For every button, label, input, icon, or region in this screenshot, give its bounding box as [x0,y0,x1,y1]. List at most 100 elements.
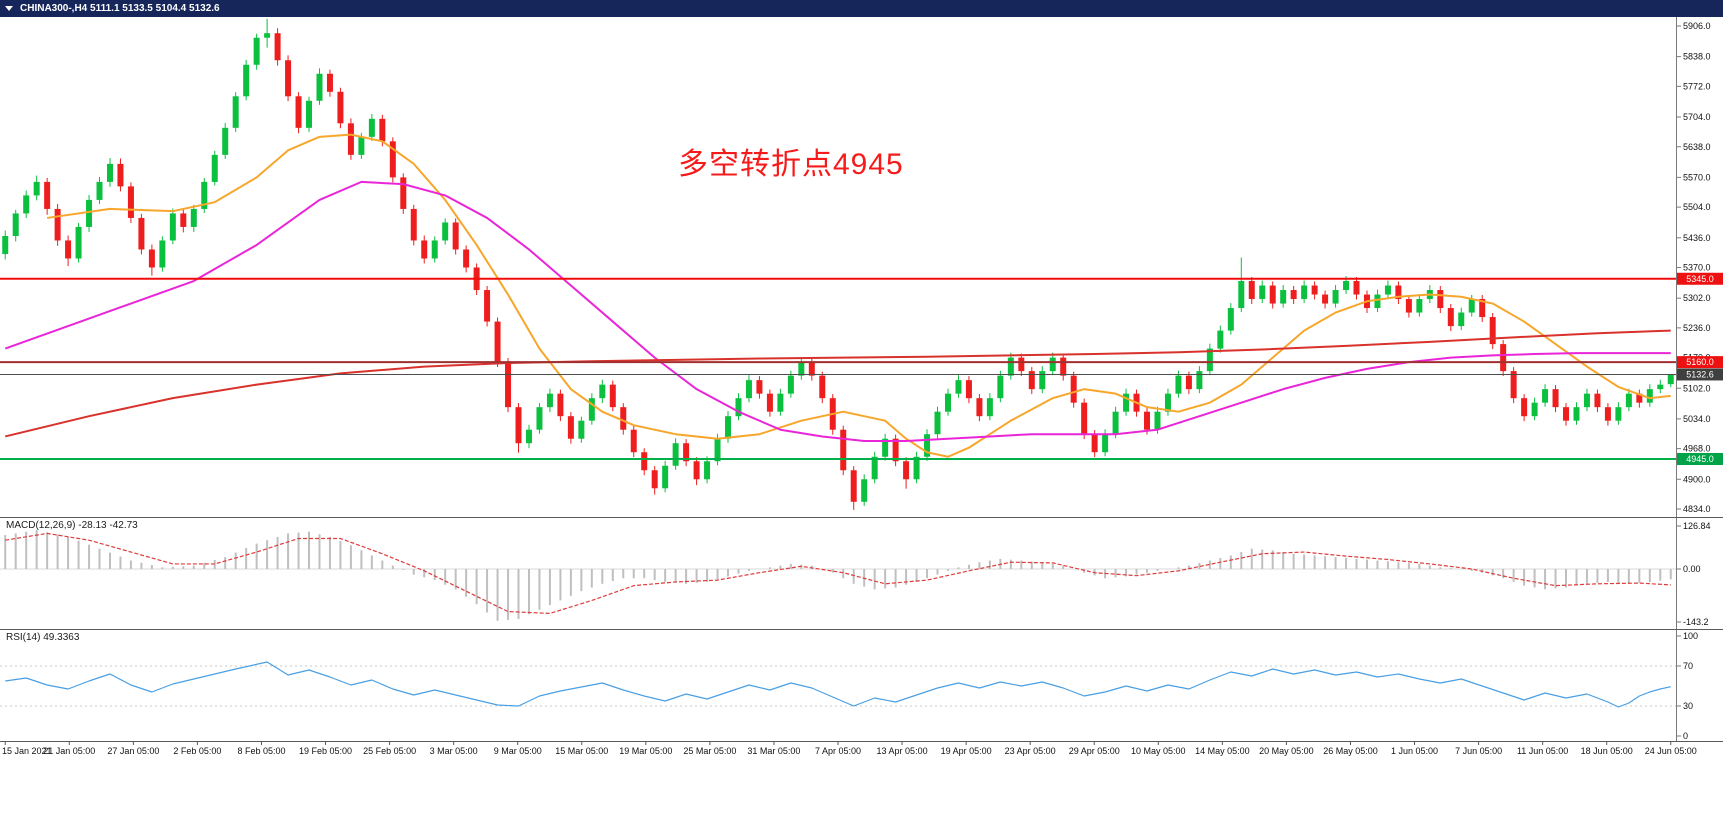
candle-body-down [641,452,648,471]
candle-body-up [169,213,176,241]
candle-body-down [1563,407,1570,421]
candle-body-up [1646,389,1653,403]
candle-body-down [1479,299,1486,318]
candle-body-up [745,380,752,399]
candle-body-down [1091,434,1098,453]
candle-body-down [285,60,292,97]
price-axis-label: 5838.0 [1683,52,1711,62]
candle-body-down [117,163,124,187]
candle-body-down [651,470,658,489]
candle-body-up [672,443,679,466]
candle-body-up [924,434,931,457]
candle-body-up [725,416,732,439]
candle-body-up [1468,299,1475,313]
bull-bear-annotation[interactable]: 多空转折点4945 [678,148,904,181]
candle-body-up [986,398,993,417]
candle-body-up [1374,294,1381,309]
time-axis-label: 7 Jun 05:00 [1455,746,1502,756]
candle-body-down [840,429,847,471]
candle-body-up [525,429,532,444]
price-axis-label: 4834.0 [1683,504,1711,514]
time-axis-label: 18 Jun 05:00 [1581,746,1633,756]
candle-body-down [326,73,333,92]
time-axis-label: 21 Jan 05:00 [43,746,95,756]
price-axis-label: 5370.0 [1683,263,1711,273]
candle-body-up [944,393,951,412]
candle-body-up [1542,389,1549,403]
time-axis-label: 15 Jan 2021 [2,746,52,756]
price-badge [1677,368,1723,381]
price-axis-label: 5236.0 [1683,323,1711,333]
price-axis-label: 5302.0 [1683,293,1711,303]
candle-body-down [1437,290,1444,309]
candle-body-up [75,226,82,259]
rsi-axis-label: 100 [1683,631,1698,641]
candle-body-up [546,393,553,408]
candle-body-down [44,181,51,209]
candle-body-down [683,443,690,462]
candle-body-down [567,416,574,439]
candle-body-down [1144,411,1151,430]
candle-body-down [1353,281,1360,295]
candle-body-down [1248,281,1255,300]
candle-body-up [1175,375,1182,394]
candle-body-up [232,96,239,128]
candle-body-down [1489,317,1496,345]
time-axis-label: 23 Apr 05:00 [1005,746,1056,756]
symbol-dropdown-icon[interactable] [5,6,13,11]
candle-body-down [1594,393,1601,408]
price-axis-label: 5638.0 [1683,142,1711,152]
candle-body-down [630,429,637,453]
candle-body-up [316,73,323,101]
price-badge-label: 4945.0 [1686,454,1714,464]
candle-body-up [1657,384,1664,390]
candle-body-down [1447,308,1454,327]
candle-body-up [86,199,93,227]
candle-body-up [536,407,543,430]
candle-body-up [1123,393,1130,412]
price-axis-label: 5906.0 [1683,21,1711,31]
candle-body-up [934,411,941,435]
candle-body-down [892,438,899,462]
rsi-axis-label: 30 [1683,701,1693,711]
candle-body-up [201,181,208,209]
candle-body-down [1552,389,1559,408]
candle-body-down [337,91,344,124]
candle-body-down [808,362,815,376]
price-badge [1677,272,1723,285]
candle-body-up [368,118,375,137]
candle-body-up [96,181,103,200]
candle-body-down [609,384,616,408]
macd-panel: MACD(12,26,9) -28.13 -42.73 126.84 0.00 -1… [0,517,1723,629]
macd-indicator-label: MACD(12,26,9) -28.13 -42.73 [6,520,138,531]
medium-magenta-ma-line[interactable] [4,180,1671,442]
candle-body-up [1007,357,1014,376]
candle-body-down [903,461,910,480]
macd-signal-line [5,532,1671,615]
candle-body-down [1290,290,1297,300]
slow-red-ma-line[interactable] [5,329,1671,438]
time-axis: 15 Jan 2021 21 Jan 05:00 27 Jan 05:00 2 Feb… [0,741,1723,758]
rsi-canvas[interactable]: 100 70 30 0 [0,630,1723,741]
candle-body-down [965,380,972,399]
candle-body-down [850,470,857,502]
candle-body-up [106,163,113,182]
fast-orange-ma-line[interactable] [46,133,1671,458]
candle-body-up [1615,407,1622,421]
candle-body-up [578,420,585,439]
candle-body-up [1332,290,1339,304]
price-badge [1677,356,1723,369]
time-axis-label: 31 Mar 05:00 [747,746,800,756]
candle-body-down [410,208,417,241]
candle-body-down [138,217,145,250]
candle-body-up [798,362,805,376]
candle-body-down [1521,398,1528,417]
candle-body-down [1604,407,1611,421]
price-chart-canvas[interactable]: 5906.0 5838.0 5772.0 5704.0 5638.0 5570.0 5504… [0,17,1723,517]
candle-body-up [1416,299,1423,313]
candle-body-down [1405,299,1412,313]
candle-body-up [1112,411,1119,435]
macd-canvas[interactable]: 126.84 0.00 -143.2 [0,518,1723,629]
candle-body-down [620,407,627,430]
